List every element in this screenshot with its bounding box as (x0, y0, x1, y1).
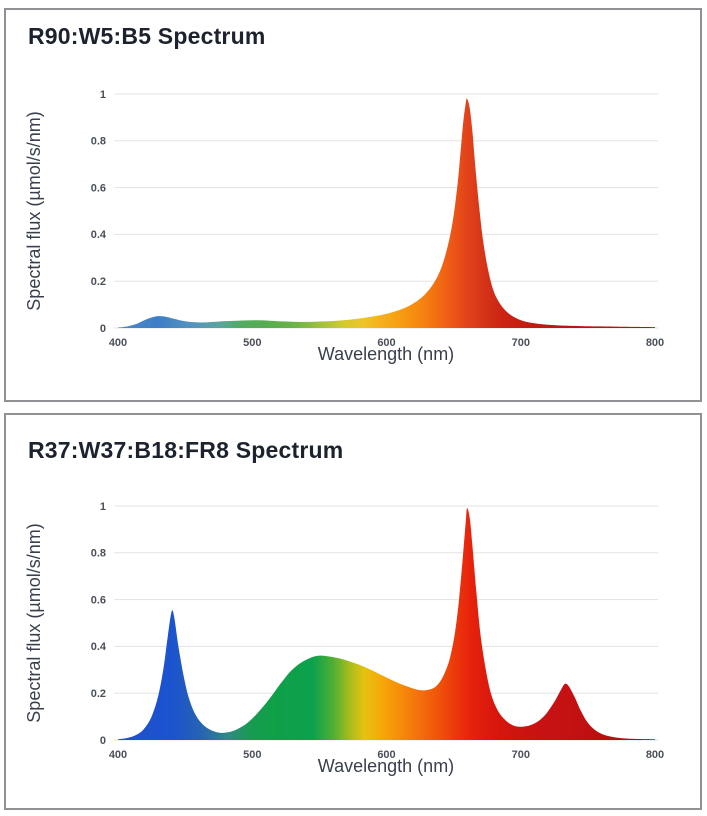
chart-title: R37:W37:B18:FR8 Spectrum (28, 437, 344, 463)
x-tick-label: 700 (512, 749, 530, 761)
spectrum-area (118, 98, 655, 329)
spectrum-panel-r37: R37:W37:B18:FR8 Spectrum 0 0.2 0.4 0.6 0.8 1 4… (4, 413, 702, 810)
chart-title: R90:W5:B5 Spectrum (28, 23, 266, 49)
x-tick-label: 400 (109, 337, 127, 349)
spectrum-chart-r90: 0 0.2 0.4 0.6 0.8 1 400 500 600 700 800 Wavelength… (24, 89, 664, 364)
plot-area: 0 0.2 0.4 0.6 0.8 1 400 500 600 700 800 (91, 501, 664, 761)
y-tick-label: 0.2 (91, 688, 106, 700)
x-axis-label: Wavelength (nm) (318, 344, 454, 364)
spectrum-chart-r37: 0 0.2 0.4 0.6 0.8 1 400 500 600 700 800 Wavelength… (24, 501, 664, 776)
x-tick-label: 600 (377, 749, 395, 761)
y-tick-label: 0.8 (91, 136, 106, 148)
plot-area: 0 0.2 0.4 0.6 0.8 1 400 500 600 700 800 (91, 89, 664, 349)
y-tick-label: 0.2 (91, 276, 106, 288)
x-tick-label: 700 (512, 337, 530, 349)
x-axis-label: Wavelength (nm) (318, 756, 454, 776)
y-tick-label: 0.4 (91, 641, 107, 653)
x-tick-label: 600 (377, 337, 395, 349)
y-tick-label: 0.4 (91, 229, 107, 241)
spectrum-panel-r90: R90:W5:B5 Spectrum 0 0.2 0.4 0.6 0.8 1 400 500 6… (4, 8, 702, 402)
x-tick-label: 800 (646, 337, 664, 349)
y-tick-label: 0 (100, 735, 106, 747)
spectrum-area (118, 508, 655, 740)
y-tick-label: 0.6 (91, 594, 106, 606)
y-axis-label: Spectral flux (µmol/s/nm) (24, 111, 44, 310)
y-tick-label: 0 (100, 323, 106, 335)
x-tick-label: 400 (109, 749, 127, 761)
x-tick-label: 500 (243, 337, 261, 349)
y-tick-label: 1 (100, 89, 106, 101)
x-tick-label: 500 (243, 749, 261, 761)
x-tick-label: 800 (646, 749, 664, 761)
y-axis-label: Spectral flux (µmol/s/nm) (24, 523, 44, 722)
y-tick-label: 1 (100, 501, 106, 513)
y-tick-label: 0.8 (91, 548, 106, 560)
y-tick-label: 0.6 (91, 182, 106, 194)
